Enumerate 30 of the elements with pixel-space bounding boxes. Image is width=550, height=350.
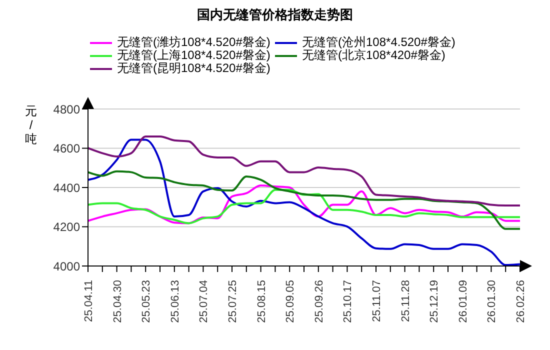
x-tick-label: 25.11.28 [400, 280, 412, 322]
y-tick-label: 4000 [53, 259, 80, 274]
x-tick-label: 25.04.11 [83, 280, 95, 322]
y-axis-title: 元/吨 [24, 104, 38, 146]
x-tick-label: 25.09.26 [313, 280, 326, 323]
x-tick-label: 26.01.09 [457, 280, 470, 323]
y-tick-label: 4400 [53, 180, 80, 195]
x-tick-label: 25.05.23 [140, 280, 153, 323]
y-tick-label: 4200 [53, 220, 80, 234]
line-series [87, 170, 521, 230]
chart-title: 国内无缝管价格指数走势图 [196, 6, 354, 24]
x-tick-label: 25.10.17 [342, 280, 354, 323]
line-series [87, 135, 521, 207]
x-tick-label: 26.02.26 [515, 280, 527, 323]
x-tick-label: 25.09.05 [284, 280, 297, 323]
x-tick-label: 25.11.07 [371, 280, 383, 322]
x-tick-label: 25.08.15 [256, 280, 268, 323]
legend-label: 无缝管(上海108*4.520#磐金) [117, 48, 270, 62]
legend-label: 无缝管(沧州108*4.520#磐金) [302, 34, 456, 49]
x-tick-label: 26.01.30 [486, 280, 498, 323]
x-tick-label: 25.07.04 [198, 280, 210, 323]
x-tick-label: 25.04.30 [112, 280, 124, 323]
y-tick-label: 4800 [53, 102, 80, 116]
legend-label: 无缝管(北京108*420#磐金) [302, 48, 446, 64]
legend-label: 无缝管(昆明108*4.520#磐金) [117, 61, 270, 77]
x-tick-label: 25.07.25 [227, 280, 239, 323]
x-tick-label: 25.06.13 [169, 280, 182, 323]
legend-label: 无缝管(潍坊108*4.520#磐金) [117, 34, 270, 49]
y-tick-label: 4600 [53, 142, 80, 156]
x-tick-label: 25.12.19 [428, 280, 441, 323]
